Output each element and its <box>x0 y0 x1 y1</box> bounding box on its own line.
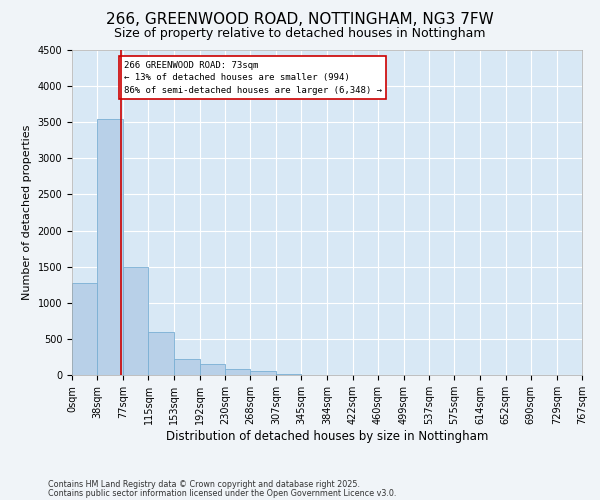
Bar <box>250 372 276 375</box>
Text: 266, GREENWOOD ROAD, NOTTINGHAM, NG3 7FW: 266, GREENWOOD ROAD, NOTTINGHAM, NG3 7FW <box>106 12 494 28</box>
Text: 266 GREENWOOD ROAD: 73sqm
← 13% of detached houses are smaller (994)
86% of semi: 266 GREENWOOD ROAD: 73sqm ← 13% of detac… <box>124 61 382 95</box>
Bar <box>200 364 225 375</box>
Y-axis label: Number of detached properties: Number of detached properties <box>22 125 32 300</box>
X-axis label: Distribution of detached houses by size in Nottingham: Distribution of detached houses by size … <box>166 430 488 443</box>
Text: Size of property relative to detached houses in Nottingham: Size of property relative to detached ho… <box>114 28 486 40</box>
Bar <box>148 332 174 375</box>
Text: Contains HM Land Registry data © Crown copyright and database right 2025.: Contains HM Land Registry data © Crown c… <box>48 480 360 489</box>
Bar <box>123 268 148 375</box>
Bar <box>174 359 200 375</box>
Bar <box>225 368 250 375</box>
Bar <box>97 118 123 375</box>
Bar <box>276 374 301 375</box>
Bar <box>72 284 97 375</box>
Text: Contains public sector information licensed under the Open Government Licence v3: Contains public sector information licen… <box>48 489 397 498</box>
